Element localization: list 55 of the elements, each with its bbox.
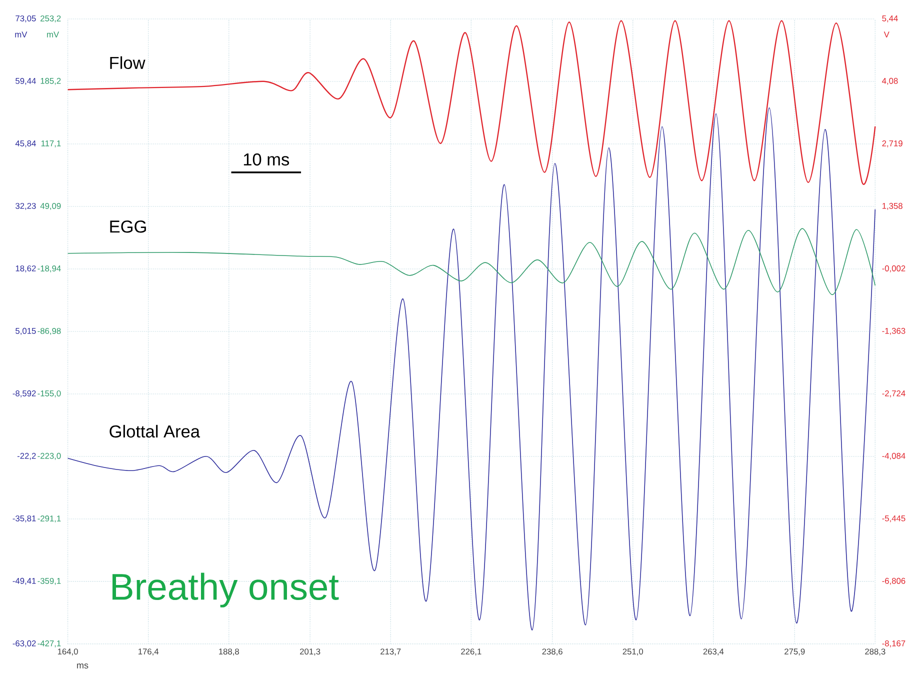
- series-label: EGG: [110, 220, 146, 233]
- y2-tick-label: 1,358: [882, 203, 902, 210]
- x-tick-label: 213,7: [380, 648, 401, 656]
- y2-tick-label: -8,167: [882, 640, 906, 648]
- series-label: Glottal Area: [110, 425, 200, 438]
- y-tick-label: 73,05: [16, 16, 36, 22]
- annotation: Breathy onset: [112, 572, 339, 608]
- x-tick-label: 188,8: [219, 648, 239, 656]
- y-tick-label: -49,41: [12, 578, 36, 585]
- x-tick-label: 275,9: [784, 648, 805, 656]
- x-tick-label: 251,0: [622, 648, 644, 656]
- y3-tick-label: 49,09: [40, 203, 61, 210]
- y2-tick-label: -0,002: [882, 266, 906, 272]
- y-tick-label: -22,2: [17, 453, 36, 460]
- y2-tick-label: -1,363: [882, 328, 906, 335]
- y2-tick-label: 2,719: [882, 140, 902, 148]
- y-tick-label: -63,02: [12, 640, 36, 648]
- y2-axis-title: V: [884, 32, 890, 38]
- y-tick-label: 18,62: [16, 266, 36, 272]
- y3-axis-title: mV: [47, 32, 60, 38]
- y-tick-label: 45,84: [15, 140, 36, 148]
- y3-tick-label: -86,98: [38, 328, 61, 335]
- y3-tick-label: -155,0: [38, 390, 61, 398]
- x-tick-label: 263,4: [703, 648, 724, 656]
- y2-tick-label: -4,084: [882, 452, 906, 460]
- x-tick-label: 238,6: [542, 648, 562, 656]
- y3-tick-label: -427,1: [38, 640, 61, 648]
- line-series: [67, 108, 876, 631]
- y3-tick-label: -291,1: [38, 516, 61, 523]
- y2-tick-label: 4,08: [882, 78, 898, 85]
- y3-tick-label: 117,1: [41, 140, 61, 148]
- y3-tick-label: -18,94: [38, 266, 61, 272]
- annotation: 10 ms: [244, 153, 290, 166]
- y2-tick-label: -6,806: [882, 578, 906, 585]
- y3-tick-label: 253,2: [40, 16, 61, 22]
- series-label: Flow: [110, 56, 146, 70]
- y-tick-label: 5,015: [16, 328, 36, 335]
- x-tick-label: 201,3: [300, 648, 320, 656]
- y3-tick-label: -223,0: [38, 453, 61, 460]
- y-tick-label: 32,23: [16, 203, 36, 210]
- y-tick-label: -8,592: [12, 390, 36, 398]
- y-axis-title: mV: [15, 32, 28, 38]
- y-tick-label: 59,44: [16, 78, 36, 85]
- x-tick-label: 176,4: [138, 648, 159, 656]
- y3-tick-label: -359,1: [38, 578, 61, 585]
- y-tick-label: -35,81: [12, 516, 36, 522]
- x-axis-title: ms: [77, 664, 88, 669]
- y3-tick-label: 185,2: [40, 78, 61, 85]
- y2-tick-label: -5,445: [882, 516, 906, 522]
- x-tick-label: 226,1: [461, 648, 482, 656]
- x-tick-label: 288,3: [865, 648, 886, 656]
- y2-tick-label: 5,44: [882, 16, 898, 22]
- line-series: [67, 20, 876, 184]
- x-tick-label: 164,0: [58, 648, 78, 656]
- y2-tick-label: -2,724: [882, 390, 906, 398]
